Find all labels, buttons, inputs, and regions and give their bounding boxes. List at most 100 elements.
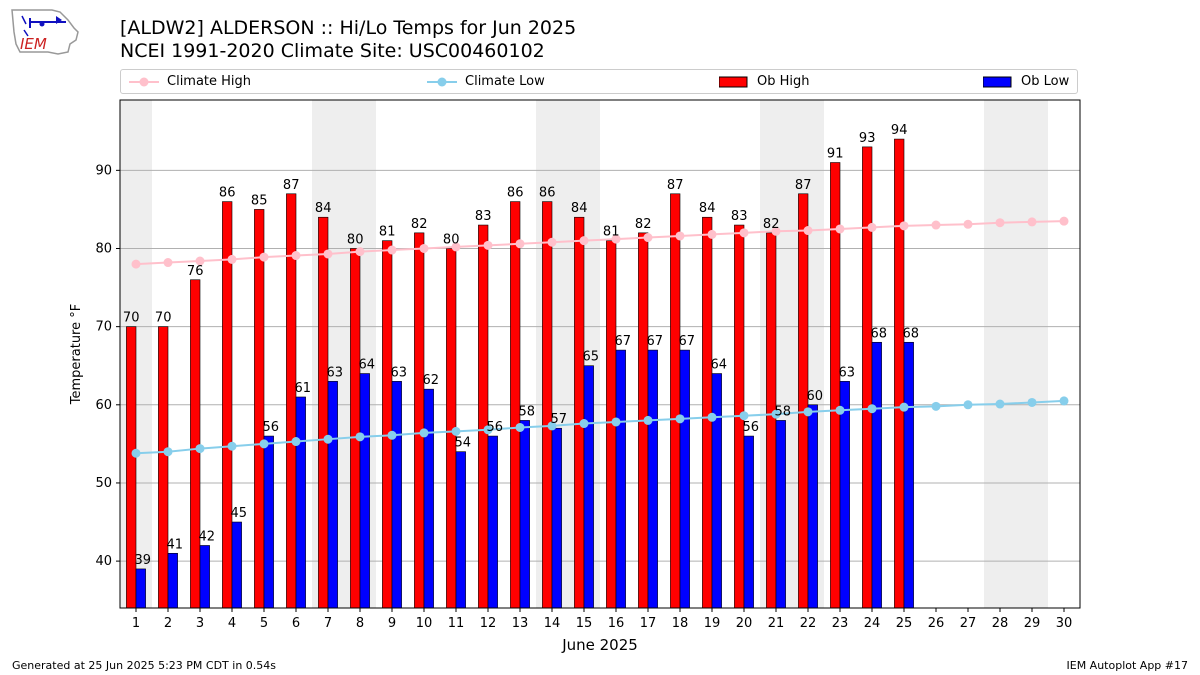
climate-high-point (739, 228, 749, 238)
climate-high-point (867, 222, 877, 232)
x-tick-label: 20 (736, 616, 753, 631)
ob-low-label: 64 (711, 358, 728, 373)
x-tick-label: 9 (388, 616, 396, 631)
climate-low-point (995, 399, 1005, 409)
x-tick-label: 27 (960, 616, 977, 631)
x-tick-label: 13 (512, 616, 529, 631)
ob-high-label: 81 (379, 225, 396, 240)
footer-app: IEM Autoplot App #17 (1066, 659, 1189, 672)
climate-low-point (483, 425, 493, 435)
ob-high-bar (766, 232, 777, 609)
ob-low-bar (519, 420, 530, 609)
legend-label: Climate High (167, 74, 252, 89)
ob-high-label: 82 (411, 217, 428, 232)
climate-low-point (611, 417, 621, 427)
ob-low-label: 58 (519, 404, 536, 419)
ob-low-bar (423, 388, 434, 609)
climate-low-point (1059, 396, 1069, 406)
ob-high-bar (190, 279, 201, 609)
ob-low-label: 63 (839, 365, 856, 380)
x-tick-label: 22 (800, 616, 817, 631)
ob-low-bar (199, 545, 210, 609)
ob-high-label: 81 (603, 225, 620, 240)
ob-low-label: 58 (775, 404, 792, 419)
climate-low-point (675, 414, 685, 424)
climate-high-point (707, 229, 717, 239)
climate-low-point (963, 400, 973, 410)
climate-low-point (227, 441, 237, 451)
ob-high-label: 86 (539, 186, 556, 201)
ob-low-label: 65 (583, 350, 600, 365)
x-tick-label: 10 (416, 616, 433, 631)
climate-low-point (739, 411, 749, 421)
ob-low-bar (839, 381, 850, 609)
ob-high-label: 87 (283, 178, 300, 193)
ob-high-label: 86 (219, 186, 236, 201)
x-tick-label: 19 (704, 616, 721, 631)
ob-high-bar (702, 216, 713, 609)
ob-low-bar (615, 349, 626, 609)
climate-high-point (355, 247, 365, 257)
iem-logo: IEM (11, 9, 79, 55)
y-tick-label: 90 (95, 163, 112, 178)
ob-low-label: 62 (423, 373, 440, 388)
legend-label: Ob Low (1021, 74, 1070, 89)
ob-high-label: 86 (507, 186, 524, 201)
y-tick-label: 50 (95, 476, 112, 491)
y-tick-label: 60 (95, 398, 112, 413)
ob-low-label: 68 (903, 326, 920, 341)
climate-high-point (579, 236, 589, 246)
climate-high-point (835, 224, 845, 234)
climate-high-line (135, 220, 1065, 266)
ob-low-label: 41 (167, 537, 184, 552)
logo-text: IEM (20, 35, 47, 53)
ob-low-bar (903, 341, 914, 609)
x-tick-label: 14 (544, 616, 561, 631)
climate-high-point (1059, 216, 1069, 226)
ob-low-label: 39 (135, 553, 152, 568)
climate-low-point (291, 437, 301, 447)
x-tick-label: 29 (1024, 616, 1041, 631)
climate-low-point (163, 447, 173, 457)
x-tick-label: 2 (164, 616, 172, 631)
chart-subtitle: NCEI 1991-2020 Climate Site: USC00460102 (120, 40, 545, 62)
ob-low-label: 54 (455, 436, 472, 451)
climate-high-point (131, 259, 141, 269)
ob-low-bar (711, 373, 722, 609)
ob-high-bar (318, 216, 329, 609)
ob-high-label: 84 (699, 201, 716, 216)
ob-high-label: 83 (475, 209, 492, 224)
footer-generated: Generated at 25 Jun 2025 5:23 PM CDT in … (12, 659, 277, 672)
x-tick-label: 21 (768, 616, 785, 631)
ob-high-bar (254, 209, 265, 609)
ob-high-bar (478, 224, 489, 609)
ob-high-bar (382, 240, 393, 609)
ob-low-bar (231, 521, 242, 609)
climate-low-point (931, 401, 941, 411)
y-tick-label: 40 (95, 554, 112, 569)
ob-high-label: 70 (155, 311, 172, 326)
climate-high-point (259, 252, 269, 262)
x-tick-label: 12 (480, 616, 497, 631)
climate-low-point (867, 404, 877, 414)
ob-low-bar (455, 451, 466, 609)
climate-low-point (579, 419, 589, 429)
ob-low-bar (295, 396, 306, 609)
ob-high-bar (894, 138, 905, 609)
ob-high-bar (862, 146, 873, 609)
legend-label: Ob High (757, 74, 810, 89)
climate-high-point (419, 243, 429, 253)
climate-high-point (675, 231, 685, 241)
climate-low-point (355, 432, 365, 442)
climate-high-point (387, 245, 397, 255)
x-tick-label: 24 (864, 616, 881, 631)
climate-high-point (547, 237, 557, 247)
climate-low-point (451, 426, 461, 436)
x-tick-label: 7 (324, 616, 332, 631)
climate-low-point (771, 409, 781, 419)
plot-frame (119, 99, 1081, 609)
climate-low-point (899, 402, 909, 412)
ob-low-label: 63 (327, 365, 344, 380)
climate-low-point (547, 421, 557, 431)
